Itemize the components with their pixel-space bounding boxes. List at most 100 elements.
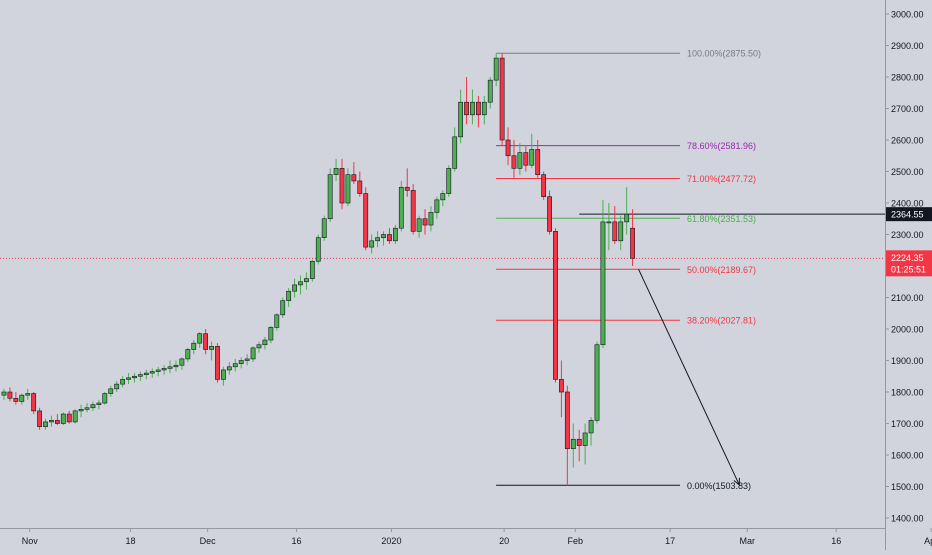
candle-body[interactable] (185, 349, 191, 360)
candle-body[interactable] (624, 213, 630, 223)
candle-body[interactable] (345, 174, 351, 204)
candle-body[interactable] (357, 180, 363, 194)
candle-body[interactable] (582, 432, 588, 446)
candle-body[interactable] (339, 168, 345, 204)
candle-body[interactable] (31, 393, 37, 412)
candle-body[interactable] (120, 379, 125, 385)
candle-body[interactable] (60, 413, 66, 424)
candle-body[interactable] (43, 421, 48, 427)
candle-body[interactable] (458, 101, 464, 138)
candle-body[interactable] (630, 227, 635, 259)
candle-body[interactable] (606, 221, 612, 224)
candle-body[interactable] (256, 344, 262, 349)
candle-body[interactable] (292, 284, 297, 292)
candle-body[interactable] (226, 366, 232, 371)
candle-body[interactable] (90, 404, 96, 409)
candle-body[interactable] (108, 388, 114, 394)
candle-body[interactable] (268, 327, 274, 341)
candle-body[interactable] (499, 57, 505, 141)
candle-body[interactable] (600, 221, 606, 346)
candle-body[interactable] (612, 221, 618, 242)
candle-body[interactable] (221, 369, 226, 380)
plot-area[interactable] (0, 0, 885, 528)
candle-body[interactable] (286, 290, 292, 301)
candle-body[interactable] (588, 420, 594, 434)
candle-body[interactable] (250, 347, 256, 360)
candle-body[interactable] (238, 360, 244, 364)
candle-body[interactable] (333, 168, 339, 175)
candle-body[interactable] (428, 212, 434, 226)
candle-body[interactable] (155, 369, 161, 372)
candle-body[interactable] (262, 339, 268, 346)
candle-body[interactable] (434, 199, 440, 213)
candle-body[interactable] (126, 377, 131, 380)
candle-body[interactable] (13, 397, 19, 402)
candle-body[interactable] (369, 240, 375, 248)
candle-body[interactable] (570, 438, 576, 449)
candle-body[interactable] (618, 221, 624, 242)
candle-body[interactable] (363, 193, 369, 248)
candle-body[interactable] (78, 409, 84, 412)
candle-body[interactable] (167, 366, 173, 369)
candle-body[interactable] (197, 333, 203, 344)
projection-arrow-line[interactable] (638, 268, 740, 486)
candle-body[interactable] (215, 346, 220, 380)
candle-body[interactable] (315, 237, 321, 262)
candle-body[interactable] (422, 218, 428, 226)
candle-body[interactable] (298, 281, 303, 286)
candle-body[interactable] (161, 368, 167, 371)
candle-body[interactable] (179, 358, 185, 366)
candle-body[interactable] (96, 402, 102, 405)
candle-body[interactable] (137, 374, 143, 377)
candle-body[interactable] (387, 234, 392, 242)
candle-body[interactable] (66, 413, 72, 423)
candle-body[interactable] (19, 394, 25, 402)
candle-body[interactable] (149, 371, 155, 374)
candle-body[interactable] (102, 393, 108, 404)
candle-body[interactable] (375, 237, 380, 242)
candle-body[interactable] (209, 346, 214, 350)
candle-body[interactable] (410, 190, 416, 232)
candle-body[interactable] (321, 218, 327, 238)
candle-body[interactable] (404, 186, 410, 191)
candle-body[interactable] (274, 314, 280, 328)
candle-body[interactable] (143, 372, 149, 375)
candle-body[interactable] (475, 101, 481, 116)
candle-body[interactable] (49, 420, 54, 423)
candle-body[interactable] (564, 391, 570, 450)
candle-body[interactable] (517, 152, 523, 169)
candle-body[interactable] (398, 186, 404, 229)
candle-body[interactable] (523, 152, 529, 166)
candle-body[interactable] (535, 149, 541, 175)
candle-body[interactable] (392, 227, 398, 242)
candle-body[interactable] (594, 344, 600, 421)
candle-body[interactable] (493, 57, 499, 81)
candle-body[interactable] (381, 234, 386, 238)
candle-body[interactable] (173, 364, 179, 368)
candle-body[interactable] (481, 101, 487, 116)
candle-body[interactable] (559, 379, 564, 393)
candle-body[interactable] (511, 155, 517, 169)
candle-body[interactable] (25, 393, 31, 396)
candle-body[interactable] (464, 101, 469, 116)
candle-body[interactable] (446, 168, 452, 194)
candle-body[interactable] (54, 420, 60, 424)
candle-body[interactable] (487, 79, 493, 103)
candle-body[interactable] (191, 342, 197, 350)
candle-body[interactable] (309, 260, 315, 279)
candle-body[interactable] (351, 174, 357, 182)
candle-body[interactable] (553, 231, 558, 380)
candle-body[interactable] (244, 358, 250, 361)
candle-body[interactable] (37, 410, 42, 427)
candle-body[interactable] (114, 383, 120, 390)
candle-body[interactable] (304, 278, 309, 283)
candle-body[interactable] (232, 363, 238, 368)
candle-body[interactable] (1, 391, 7, 396)
candle-body[interactable] (505, 139, 511, 157)
candle-body[interactable] (132, 375, 137, 379)
candle-body[interactable] (280, 300, 286, 316)
candle-body[interactable] (84, 407, 90, 410)
candle-body[interactable] (416, 218, 422, 232)
